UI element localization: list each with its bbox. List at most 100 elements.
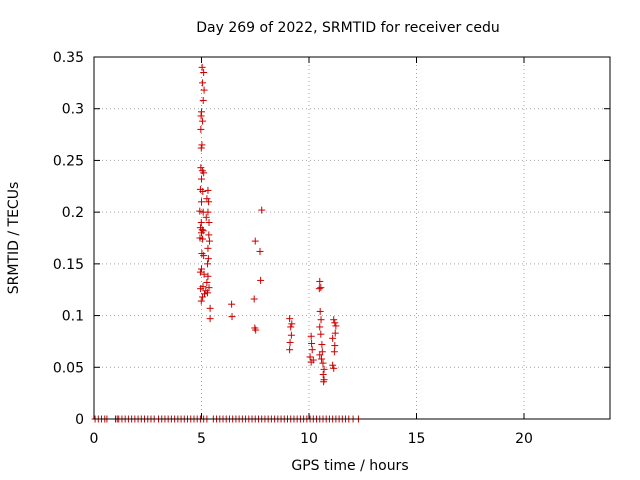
data-point <box>201 290 209 298</box>
data-point <box>197 144 205 152</box>
data-point <box>205 237 213 245</box>
data-point <box>319 371 327 379</box>
data-point <box>286 338 294 346</box>
data-point <box>200 69 208 77</box>
data-point <box>205 284 213 292</box>
data-point <box>196 207 204 215</box>
data-point <box>287 323 295 331</box>
data-point <box>198 265 205 273</box>
data-point <box>331 319 339 327</box>
data-point <box>228 300 236 308</box>
x-tick-label: 15 <box>408 431 426 447</box>
data-point <box>287 331 295 339</box>
data-point <box>288 320 296 328</box>
data-point <box>199 187 207 195</box>
data-point <box>331 329 339 337</box>
data-point <box>320 378 328 386</box>
chart-title: Day 269 of 2022, SRMTID for receiver ced… <box>196 20 499 36</box>
data-point <box>202 213 210 221</box>
data-point <box>330 348 338 356</box>
y-tick-label: 0.1 <box>62 309 84 325</box>
x-tick-label: 0 <box>90 431 99 447</box>
data-point <box>250 295 258 303</box>
data-point <box>319 359 327 367</box>
data-point <box>330 316 338 324</box>
data-point <box>316 351 324 359</box>
data-point <box>199 235 207 243</box>
y-tick-label: 0.35 <box>53 50 84 66</box>
data-point <box>307 358 315 366</box>
data-point <box>205 198 213 206</box>
data-point <box>198 141 206 149</box>
data-point <box>228 313 236 321</box>
data-point <box>329 334 337 342</box>
data-point <box>199 293 207 301</box>
data-point <box>316 307 324 315</box>
data-point <box>252 326 260 334</box>
data-point <box>205 231 213 239</box>
data-point <box>204 272 212 280</box>
plot-frame <box>93 56 611 420</box>
data-point <box>204 186 212 194</box>
data-point <box>286 315 294 323</box>
x-tick-labels: 0 5 10 15 20 <box>90 431 533 447</box>
data-point <box>204 260 212 268</box>
y-tick-label: 0.3 <box>62 102 84 118</box>
data-point <box>203 278 211 286</box>
data-point <box>317 284 325 292</box>
data-point <box>331 342 339 350</box>
data-point <box>197 112 205 120</box>
data-point <box>197 297 205 305</box>
data-point <box>316 277 324 285</box>
data-point <box>198 63 206 71</box>
data-point <box>198 226 206 234</box>
data-point <box>199 96 207 104</box>
grid-lines <box>94 57 610 419</box>
data-point <box>307 332 315 340</box>
data-point <box>317 330 325 338</box>
data-point <box>198 175 205 183</box>
data-point <box>206 315 214 323</box>
data-point <box>198 198 205 206</box>
y-tick-label: 0.15 <box>53 257 84 273</box>
data-point <box>251 237 259 245</box>
data-point <box>200 252 208 260</box>
x-tick-label: 10 <box>300 431 318 447</box>
data-point <box>256 247 264 255</box>
data-point <box>318 341 326 349</box>
data-point <box>204 255 212 263</box>
x-axis-label: GPS time / hours <box>291 458 408 474</box>
data-point <box>308 346 316 354</box>
data-point <box>200 86 208 94</box>
data-point <box>317 355 325 363</box>
y-tick-label: 0.05 <box>53 360 84 376</box>
x-tick-label: 20 <box>515 431 533 447</box>
data-point <box>197 125 205 133</box>
data-point <box>330 364 338 372</box>
data-point <box>286 346 294 354</box>
data-points <box>91 63 362 423</box>
data-point <box>332 322 340 330</box>
y-tick-label: 0.2 <box>62 205 84 221</box>
data-point <box>200 169 208 177</box>
data-point <box>316 323 324 331</box>
data-point <box>197 218 205 226</box>
data-point <box>196 268 204 276</box>
data-point <box>206 304 214 312</box>
data-point <box>197 285 205 293</box>
data-point <box>320 365 328 373</box>
data-point <box>204 208 212 216</box>
data-point <box>198 229 205 237</box>
data-point <box>257 276 265 284</box>
data-point <box>199 79 207 87</box>
data-point <box>200 270 208 278</box>
x-tick-label: 5 <box>197 431 206 447</box>
y-tick-label: 0 <box>75 412 84 428</box>
axis-ticks <box>93 56 610 420</box>
y-tick-labels: 0 0.05 0.1 0.15 0.2 0.25 0.3 0.35 <box>53 50 84 428</box>
data-point <box>197 164 205 172</box>
data-point <box>306 353 314 361</box>
data-point <box>329 361 337 369</box>
data-point <box>203 195 211 203</box>
